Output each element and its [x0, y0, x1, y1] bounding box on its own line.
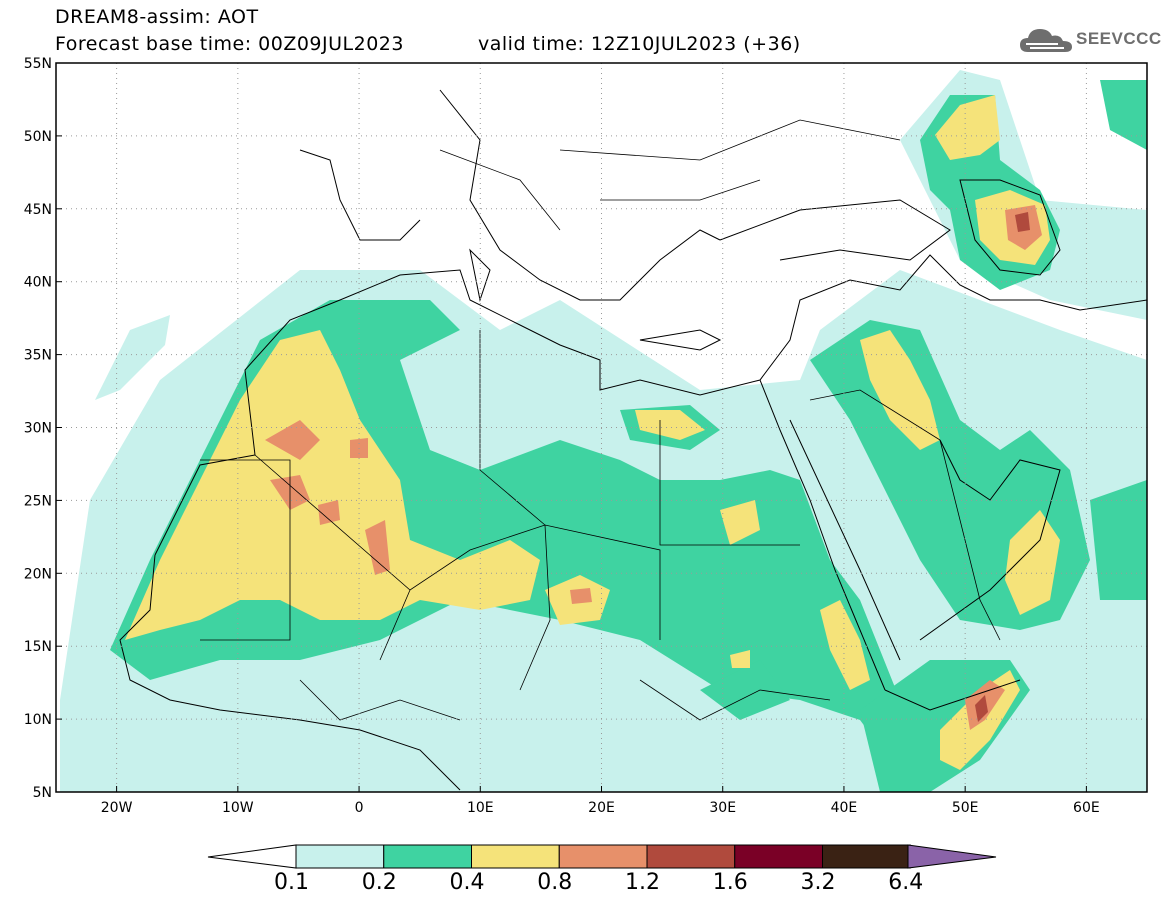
colorbar [207, 844, 997, 869]
aot-field [60, 70, 1147, 792]
colorbar-level-label: 3.2 [800, 870, 836, 895]
lon-label: 20E [588, 800, 615, 816]
lat-label: 55N [24, 56, 52, 72]
valid-time-label: valid time: 12Z10JUL2023 (+36) [478, 33, 801, 55]
lat-label: 35N [24, 348, 52, 364]
colorbar-level-label: 0.8 [537, 870, 573, 895]
colorbar-swatch [558, 844, 648, 869]
lon-label: 10W [222, 800, 254, 816]
lat-label: 50N [24, 129, 52, 145]
colorbar-level-label: 0.1 [274, 870, 309, 895]
chart-title: DREAM8-assim: AOT [55, 6, 259, 28]
colorbar-swatch [471, 844, 560, 869]
lat-label: 15N [24, 639, 52, 655]
lat-label: 25N [24, 493, 52, 509]
colorbar-swatch [822, 844, 911, 869]
lon-label: 20W [101, 800, 133, 816]
aot-band-1-2 [975, 212, 1030, 722]
base-time-label: Forecast base time: 00Z09JUL2023 [55, 33, 404, 55]
lat-label: 20N [24, 566, 52, 582]
colorbar-high-arrow [907, 844, 997, 869]
cloud-icon [1020, 29, 1072, 52]
lon-label: 60E [1073, 800, 1100, 816]
colorbar-level-label: 1.6 [712, 870, 748, 895]
lat-label: 10N [24, 712, 52, 728]
colorbar-level-label: 0.2 [361, 870, 397, 895]
graticule [56, 63, 1147, 792]
country-borders [200, 119, 1001, 721]
lat-label: 40N [24, 275, 52, 291]
lat-label: 5N [33, 785, 52, 801]
lon-label: 40E [831, 800, 858, 816]
colorbar-level-label: 6.4 [888, 870, 924, 895]
lon-label: 50E [952, 800, 979, 816]
colorbar-swatch [646, 844, 736, 869]
lon-label: 10E [467, 800, 494, 816]
colorbar-low-arrow [207, 844, 297, 869]
lon-label: 30E [709, 800, 736, 816]
lat-label: 30N [24, 421, 52, 437]
logo-text: SEEVCCC [1076, 29, 1162, 48]
axis-labels: 55N 50N 45N 40N 35N 30N 25N 20N 15N 10N 5N 20W 10W 0 1… [24, 56, 1100, 816]
seevccc-logo: SEEVCCC [1018, 22, 1161, 58]
colorbar-swatch [295, 844, 385, 869]
lon-label: 0 [355, 800, 364, 816]
colorbar-level-label: 1.2 [625, 870, 660, 895]
colorbar-swatch [734, 844, 823, 869]
lat-label: 45N [24, 202, 52, 218]
colorbar-level-label: 0.4 [449, 870, 485, 895]
colorbar-swatch [383, 844, 472, 869]
